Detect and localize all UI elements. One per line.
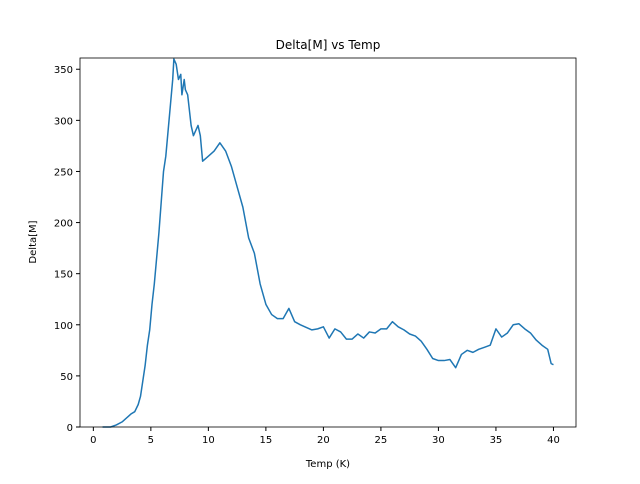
- chart-title: Delta[M] vs Temp: [276, 38, 381, 52]
- y-tick-label: 0: [67, 423, 73, 434]
- x-tick-label: 15: [260, 435, 273, 446]
- y-tick-label: 50: [60, 372, 73, 383]
- y-tick-label: 250: [54, 167, 73, 178]
- x-tick-label: 0: [90, 435, 96, 446]
- x-tick-label: 10: [202, 435, 215, 446]
- y-tick-label: 200: [54, 219, 73, 230]
- x-tick-label: 5: [148, 435, 154, 446]
- x-axis-label: Temp (K): [305, 459, 350, 470]
- x-tick-label: 30: [432, 435, 445, 446]
- x-tick-label: 25: [375, 435, 388, 446]
- data-line: [102, 58, 554, 428]
- plot-frame: [79, 57, 577, 428]
- x-tick-label: 40: [547, 435, 560, 446]
- x-tick-label: 35: [490, 435, 503, 446]
- y-tick-label: 100: [54, 321, 73, 332]
- y-tick-label: 300: [54, 116, 73, 127]
- y-tick-label: 150: [54, 270, 73, 281]
- y-tick-label: 350: [54, 65, 73, 76]
- y-axis-label: Delta[M]: [28, 220, 39, 263]
- x-tick-label: 20: [317, 435, 330, 446]
